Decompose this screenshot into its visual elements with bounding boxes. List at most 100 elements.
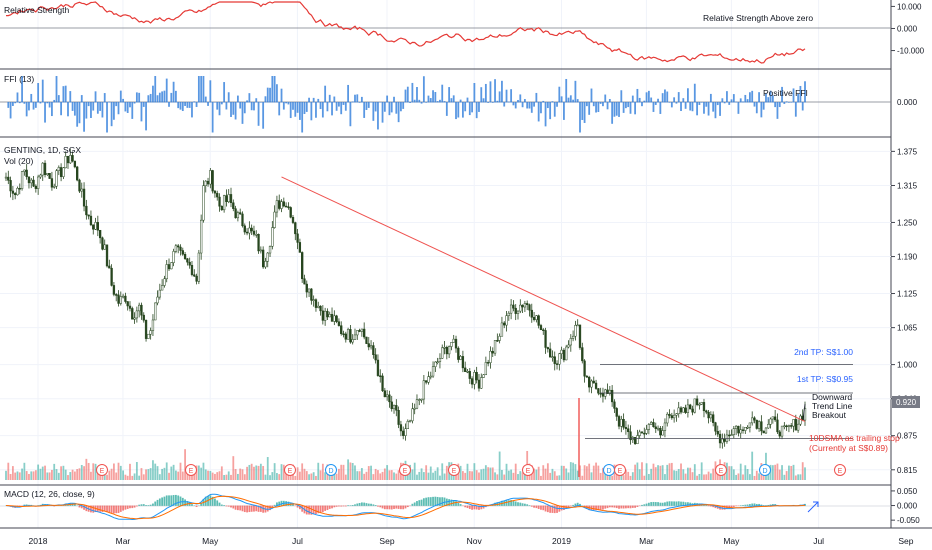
ffi-bar [608, 99, 611, 103]
macd-hist-bar [170, 495, 173, 506]
volume-bar [576, 470, 579, 480]
macd-hist-bar [379, 505, 382, 508]
volume-bar [165, 462, 168, 480]
volume-bar [558, 475, 561, 480]
event-badge-earnings[interactable]: E [96, 464, 108, 476]
candle-body [356, 330, 359, 336]
price-panel[interactable]: 1.3751.3151.2501.1901.1251.0651.0000.940… [0, 145, 920, 480]
candle-body [638, 431, 641, 436]
event-badge-earnings[interactable]: E [448, 464, 460, 476]
volume-bar [344, 474, 347, 480]
ffi-bar [682, 98, 685, 103]
event-badge-earnings[interactable]: E [834, 464, 846, 476]
volume-bar [659, 465, 662, 480]
ffi-bar [406, 86, 409, 103]
event-badge-circle [759, 464, 771, 476]
candle-body [705, 410, 708, 413]
ffi-panel[interactable]: FFI (13) Positive FFI 0.000 [0, 74, 918, 133]
candle-body [296, 233, 299, 243]
candle-body [245, 231, 249, 234]
candle-body [487, 362, 490, 364]
volume-bar [751, 451, 754, 480]
ffi-bar [18, 102, 21, 104]
candle-body [241, 213, 244, 227]
event-badge-dividend[interactable]: D [603, 464, 615, 476]
macd-hist-bar [556, 505, 558, 513]
ffi-bar [390, 102, 393, 113]
ffi-bar [459, 99, 462, 103]
volume-bar [781, 465, 783, 480]
macd-hist-bar [278, 501, 281, 506]
volume-bar [546, 463, 549, 480]
rs-axis-ticks: 10.000 0.000 -10.000 [891, 2, 925, 56]
rs-panel[interactable]: Relative Strength Relative Strength Abov… [0, 1, 925, 64]
candle-body [617, 416, 621, 427]
event-badge-dividend[interactable]: D [325, 464, 337, 476]
macd-hist-bar [131, 505, 134, 509]
volume-bar [317, 462, 320, 480]
ffi-bar [512, 102, 515, 106]
ffi-bar [549, 102, 552, 120]
macd-hist-bar [735, 505, 738, 507]
ffi-bar [280, 88, 283, 103]
macd-hist-bar [310, 505, 313, 515]
event-badge-earnings[interactable]: E [614, 464, 626, 476]
volume-bar [730, 466, 733, 480]
volume-bar [553, 471, 556, 480]
volume-bar [282, 464, 285, 480]
macd-hist-bar [576, 502, 579, 506]
volume-bar [551, 468, 554, 480]
macd-hist-bar [230, 505, 232, 508]
candle-body [627, 428, 630, 433]
ffi-bar [457, 102, 460, 118]
volume-bar [709, 473, 712, 480]
event-badge-earnings[interactable]: E [284, 464, 296, 476]
macd-hist-bar [455, 501, 457, 506]
volume-bar [670, 462, 673, 480]
candle-body [769, 418, 772, 425]
event-badge-earnings[interactable]: E [185, 464, 197, 476]
ffi-bar [193, 101, 196, 103]
event-badge-dividend[interactable]: D [759, 464, 771, 476]
volume-bar [18, 472, 21, 480]
volume-bar [296, 467, 299, 480]
volume-bar [680, 463, 682, 480]
volume-bar [37, 464, 40, 480]
ffi-bar [696, 102, 698, 116]
volume-bar [565, 468, 568, 480]
candle-body [707, 411, 710, 419]
ffi-bar [303, 102, 306, 114]
volume-bar [347, 459, 350, 480]
volume-bar [94, 463, 97, 480]
ffi-bar [703, 102, 705, 114]
candle-body [764, 427, 768, 434]
macd-hist-bar [110, 505, 113, 513]
rs-annotation: Relative Strength Above zero [703, 13, 813, 23]
volume-bar [473, 463, 476, 480]
macd-panel[interactable]: MACD (12, 26, close, 9) 0.050 0.000 -0.050 [0, 487, 920, 525]
volume-bar [585, 466, 588, 480]
candle-body [601, 393, 605, 397]
candle-body [103, 244, 106, 250]
volume-bar [783, 474, 786, 480]
volume-bar [168, 472, 170, 480]
event-badge-earnings[interactable]: E [399, 464, 411, 476]
volume-bar [420, 468, 423, 480]
macd-hist-bar [253, 505, 255, 512]
macd-tick-label: -0.050 [897, 516, 920, 525]
volume-bar [567, 472, 570, 480]
candle-body [319, 305, 322, 312]
ffi-bar [161, 91, 164, 103]
event-badge-earnings[interactable]: E [715, 464, 727, 476]
candle-body [115, 294, 118, 296]
candle-body [376, 359, 380, 376]
volume-bar [799, 474, 802, 480]
event-badge-earnings[interactable]: E [522, 464, 534, 476]
macd-hist-bar [767, 504, 770, 506]
event-badge-circle [185, 464, 197, 476]
volume-bar [487, 467, 490, 480]
ffi-bar [312, 97, 315, 103]
rs-tick-label: -10.000 [897, 47, 925, 56]
macd-hist-bar [326, 505, 329, 511]
